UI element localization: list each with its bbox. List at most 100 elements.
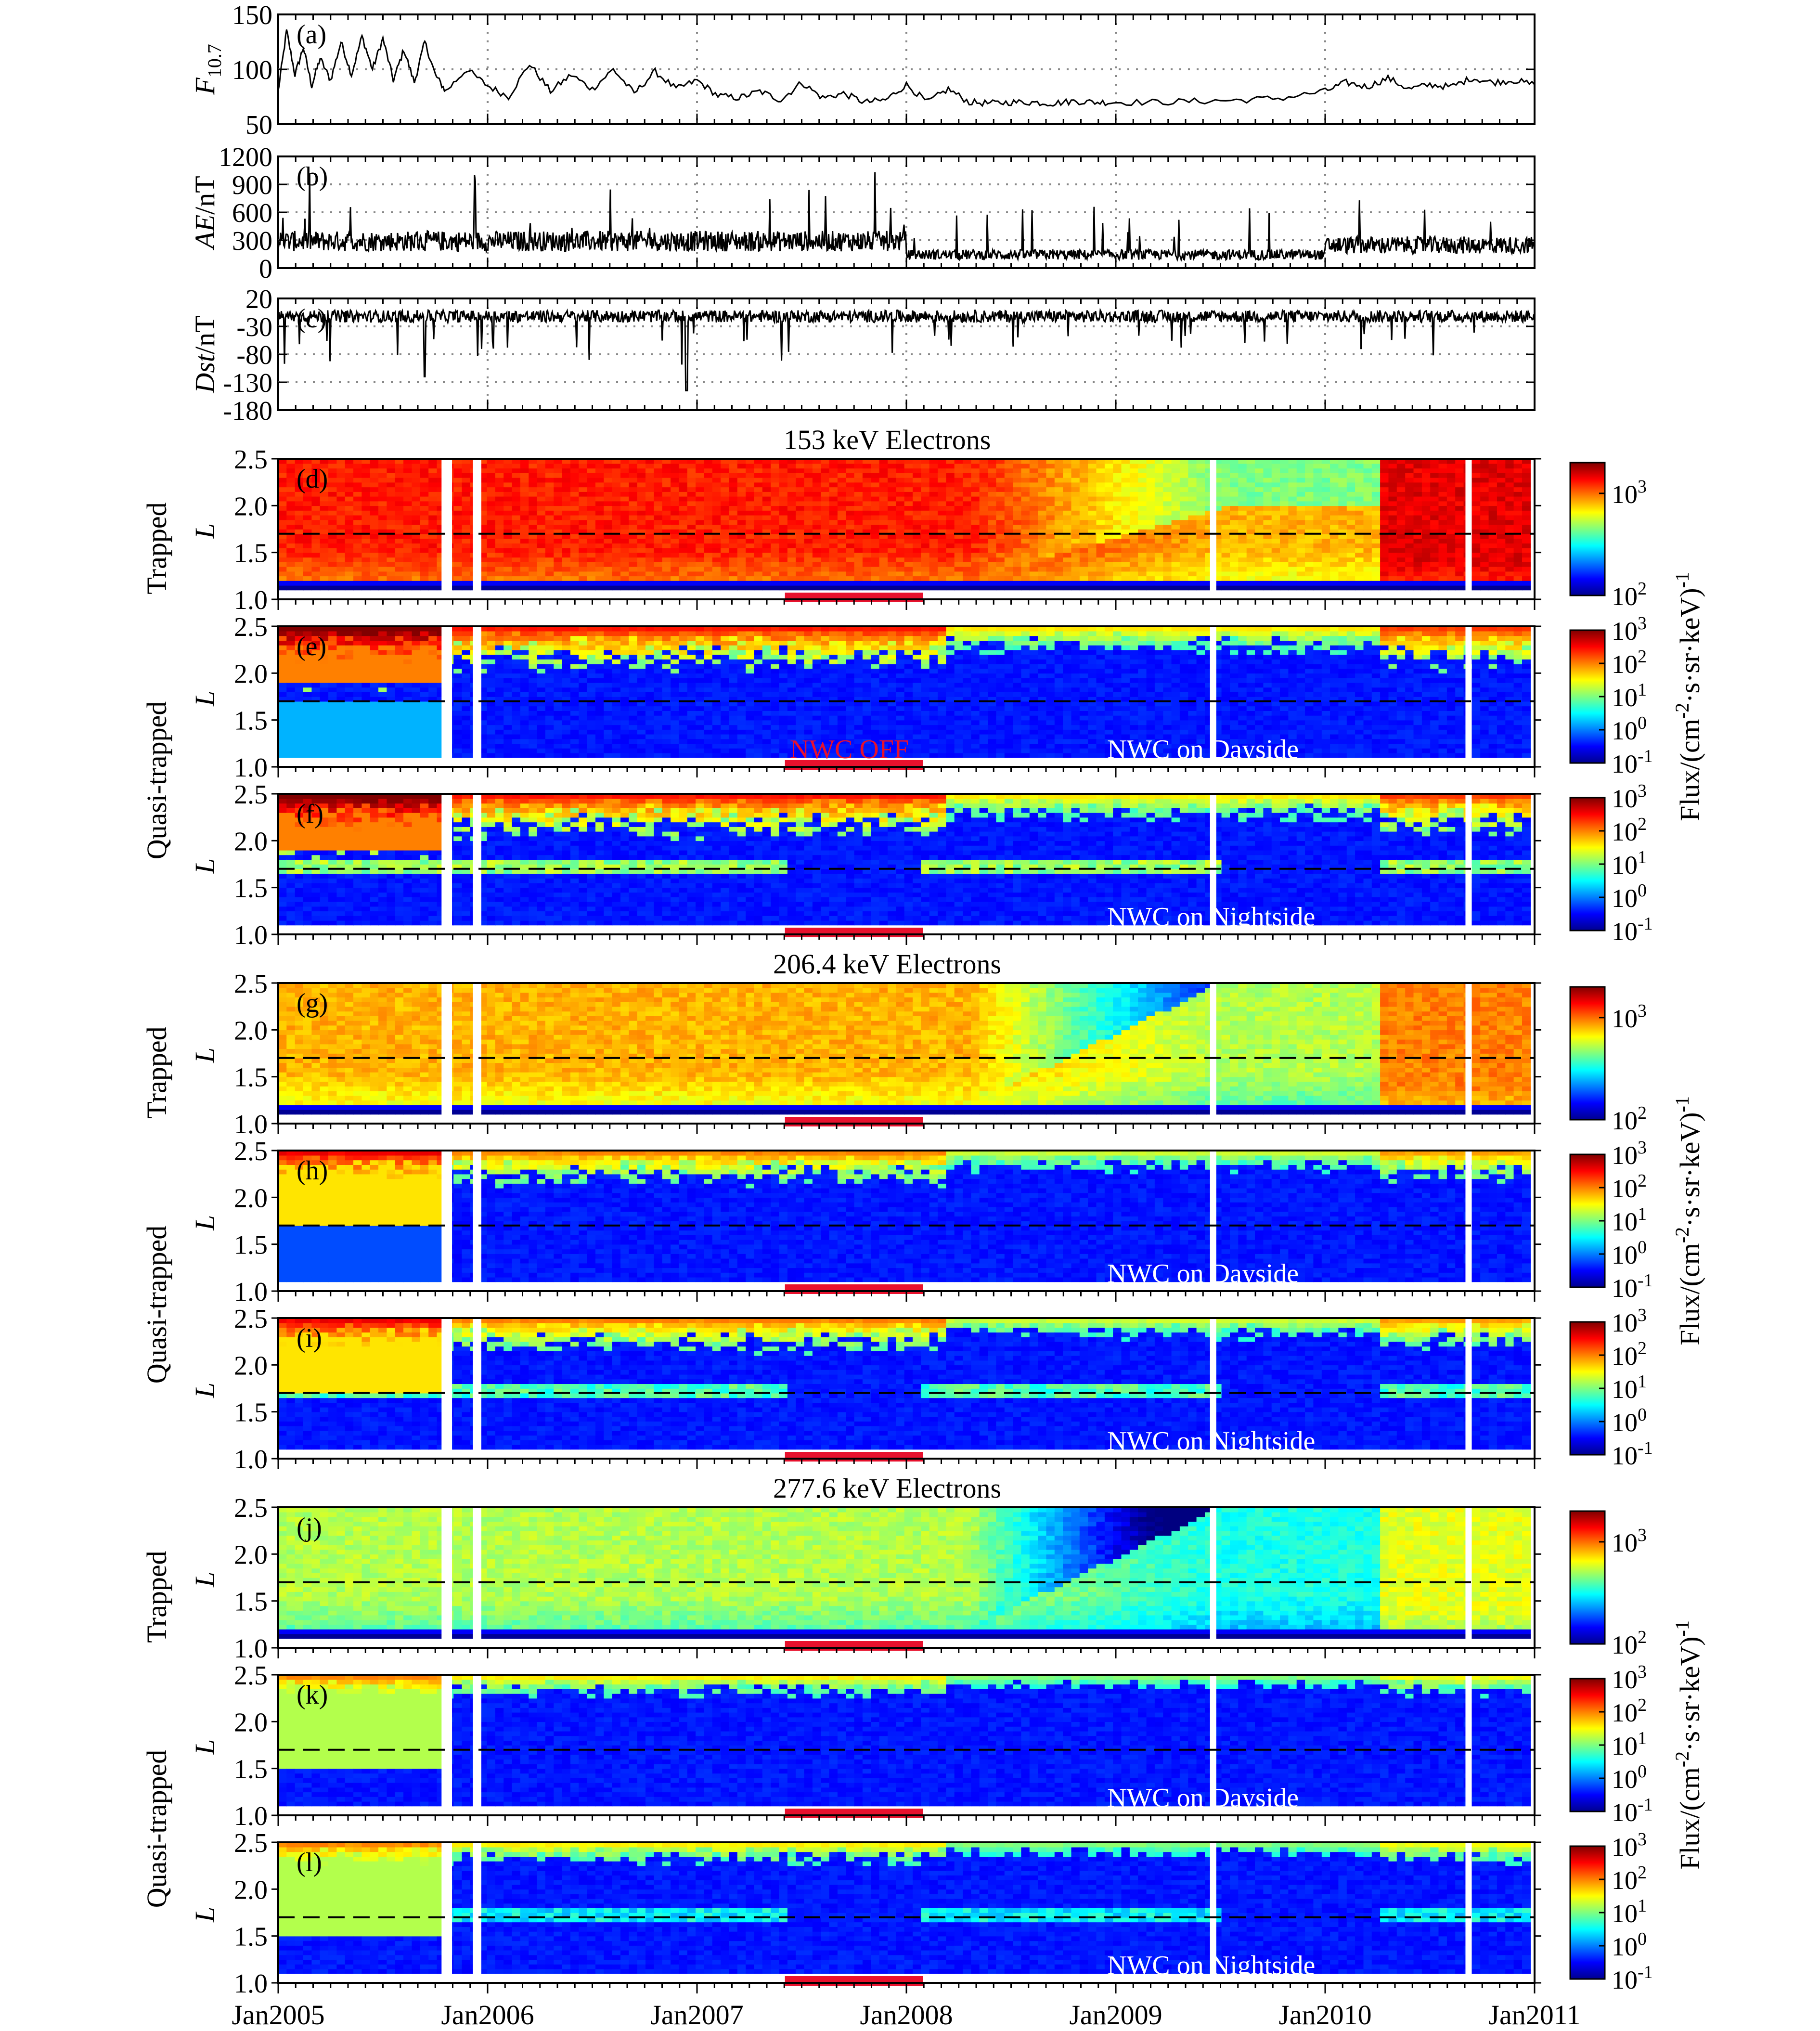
- flux-cell: [696, 548, 704, 553]
- flux-cell: [403, 571, 412, 577]
- flux-cell: [637, 478, 646, 483]
- flux-cell: [303, 581, 312, 586]
- flux-cell: [353, 464, 362, 469]
- flux-cell: [645, 571, 654, 577]
- flux-cell: [637, 576, 646, 581]
- flux-cell: [495, 505, 504, 511]
- flux-cell: [704, 487, 712, 492]
- flux-cell: [562, 510, 571, 516]
- flux-cell: [303, 562, 312, 567]
- flux-cell: [612, 539, 621, 544]
- flux-cell: [687, 505, 696, 511]
- flux-cell: [345, 496, 354, 502]
- flux-cell: [612, 520, 621, 525]
- flux-cell: [737, 576, 746, 581]
- flux-cell: [520, 520, 529, 525]
- flux-cell: [662, 585, 671, 591]
- flux-cell: [662, 473, 671, 478]
- flux-cell: [520, 510, 529, 516]
- flux-cell: [771, 515, 779, 520]
- flux-cell: [320, 567, 329, 572]
- flux-cell: [712, 520, 721, 525]
- flux-cell: [679, 543, 687, 548]
- flux-cell: [487, 492, 496, 497]
- flux-cell: [320, 539, 329, 544]
- flux-cell: [311, 571, 320, 577]
- flux-cell: [771, 482, 779, 488]
- flux-cell: [387, 562, 395, 567]
- flux-cell: [771, 524, 779, 530]
- flux-cell: [712, 567, 721, 572]
- flux-cell: [345, 571, 354, 577]
- flux-spectrogram-panels: 153 keV Electrons2.52.01.51.0L(d)2.52.01…: [189, 424, 1541, 1999]
- flux-cell: [336, 539, 345, 544]
- flux-cell: [554, 557, 562, 562]
- flux-cell: [529, 487, 537, 492]
- flux-cell: [562, 520, 571, 525]
- series-line-c: [278, 310, 1535, 390]
- flux-cell: [412, 557, 421, 562]
- flux-cell: [361, 562, 370, 567]
- flux-cell: [629, 539, 637, 544]
- flux-cell: [645, 478, 654, 483]
- flux-cell: [645, 557, 654, 562]
- flux-cell: [654, 576, 662, 581]
- flux-cell: [662, 482, 671, 488]
- flux-cell: [303, 510, 312, 516]
- flux-cell: [420, 473, 429, 478]
- flux-cell: [378, 482, 387, 488]
- flux-cell: [654, 553, 662, 558]
- flux-cell: [704, 510, 712, 516]
- flux-cell: [503, 464, 512, 469]
- flux-cell: [579, 553, 587, 558]
- flux-cell: [395, 534, 404, 539]
- flux-cell: [370, 571, 379, 577]
- flux-cell: [395, 510, 404, 516]
- flux-cell: [687, 468, 696, 474]
- flux-cell: [645, 562, 654, 567]
- flux-cell: [712, 464, 721, 469]
- flux-cell: [587, 496, 596, 502]
- flux-cell: [729, 510, 738, 516]
- flux-cell: [595, 553, 604, 558]
- flux-cell: [612, 505, 621, 511]
- flux-cell: [370, 539, 379, 544]
- flux-cell: [370, 557, 379, 562]
- flux-cell: [612, 571, 621, 577]
- flux-cell: [762, 487, 771, 492]
- flux-cell: [620, 501, 629, 506]
- flux-cell: [645, 492, 654, 497]
- flux-cell: [779, 510, 788, 516]
- flux-cell: [570, 510, 579, 516]
- flux-cell: [378, 510, 387, 516]
- flux-cell: [754, 510, 763, 516]
- flux-cell: [462, 505, 471, 511]
- flux-cell: [395, 529, 404, 534]
- flux-cell: [387, 505, 395, 511]
- flux-cell: [545, 492, 554, 497]
- flux-cell: [554, 520, 562, 525]
- flux-cell: [554, 543, 562, 548]
- flux-cell: [395, 473, 404, 478]
- flux-cell: [754, 543, 763, 548]
- flux-cell: [361, 585, 370, 591]
- flux-cell: [687, 571, 696, 577]
- flux-cell: [620, 539, 629, 544]
- flux-cell: [637, 524, 646, 530]
- flux-cell: [612, 581, 621, 586]
- flux-cell: [679, 539, 687, 544]
- flux-cell: [487, 581, 496, 586]
- flux-cell: [754, 571, 763, 577]
- flux-cell: [595, 464, 604, 469]
- flux-cell: [654, 571, 662, 577]
- flux-cell: [328, 576, 337, 581]
- flux-cell: [637, 557, 646, 562]
- flux-cell: [662, 553, 671, 558]
- flux-cell: [512, 539, 521, 544]
- flux-cell: [712, 571, 721, 577]
- flux-cell: [361, 576, 370, 581]
- flux-cell: [721, 548, 729, 553]
- flux-cell: [303, 557, 312, 562]
- flux-cell: [537, 510, 546, 516]
- y-tick-label: 0: [259, 254, 272, 284]
